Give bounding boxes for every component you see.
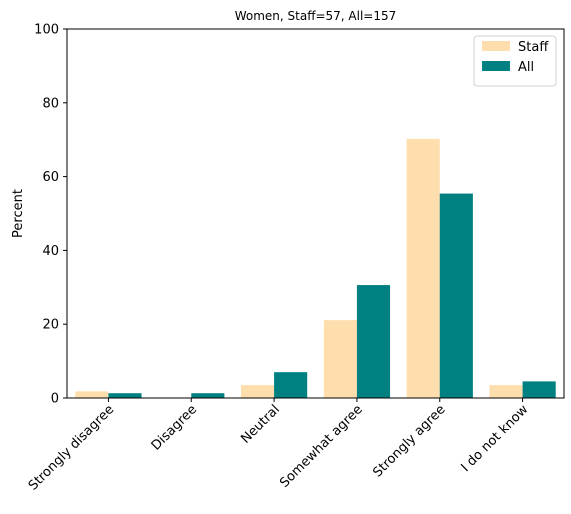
bar-staff-5 (489, 385, 523, 398)
legend-label-all: All (518, 60, 534, 75)
legend-label-staff: Staff (518, 40, 549, 55)
bar-all-2 (274, 372, 308, 398)
bar-staff-0 (75, 391, 109, 398)
plot-area (75, 138, 556, 398)
bar-staff-4 (406, 138, 440, 398)
legend-swatch-all (482, 61, 510, 71)
legend-swatch-staff (482, 41, 510, 51)
plot-frame (66, 28, 565, 399)
bar-all-5 (522, 381, 556, 398)
x-axis: Strongly disagree Disagree NeutralSomewhat… (26, 398, 532, 494)
x-tick-label: Somewhat agree (277, 402, 366, 491)
y-axis: 0 20 40 60 80 100 (34, 23, 67, 407)
y-tick-label: 80 (42, 96, 59, 111)
bar-all-4 (439, 193, 473, 398)
y-tick-label: 100 (34, 23, 59, 38)
bar-all-0 (108, 393, 142, 398)
y-tick-label: 40 (42, 244, 59, 259)
legend: Staff All (473, 35, 557, 87)
bar-all-3 (356, 285, 391, 398)
y-axis-label: Percent (11, 189, 26, 238)
y-tick-label: 60 (42, 170, 59, 185)
x-tick-label: Neutral (238, 402, 283, 447)
chart-title: Women, Staff=57, All=157 (235, 9, 397, 23)
bar-staff-3 (323, 320, 357, 398)
x-tick-label: I do not know (459, 402, 532, 475)
x-tick-label: Disagree (149, 402, 200, 453)
x-tick-label: Strongly disagree (26, 402, 117, 493)
x-tick-label: Strongly agree (370, 402, 448, 480)
bar-staff-2 (240, 385, 275, 398)
bar-all-1 (191, 393, 225, 398)
y-tick-label: 0 (51, 392, 59, 407)
y-tick-label: 20 (42, 318, 59, 333)
